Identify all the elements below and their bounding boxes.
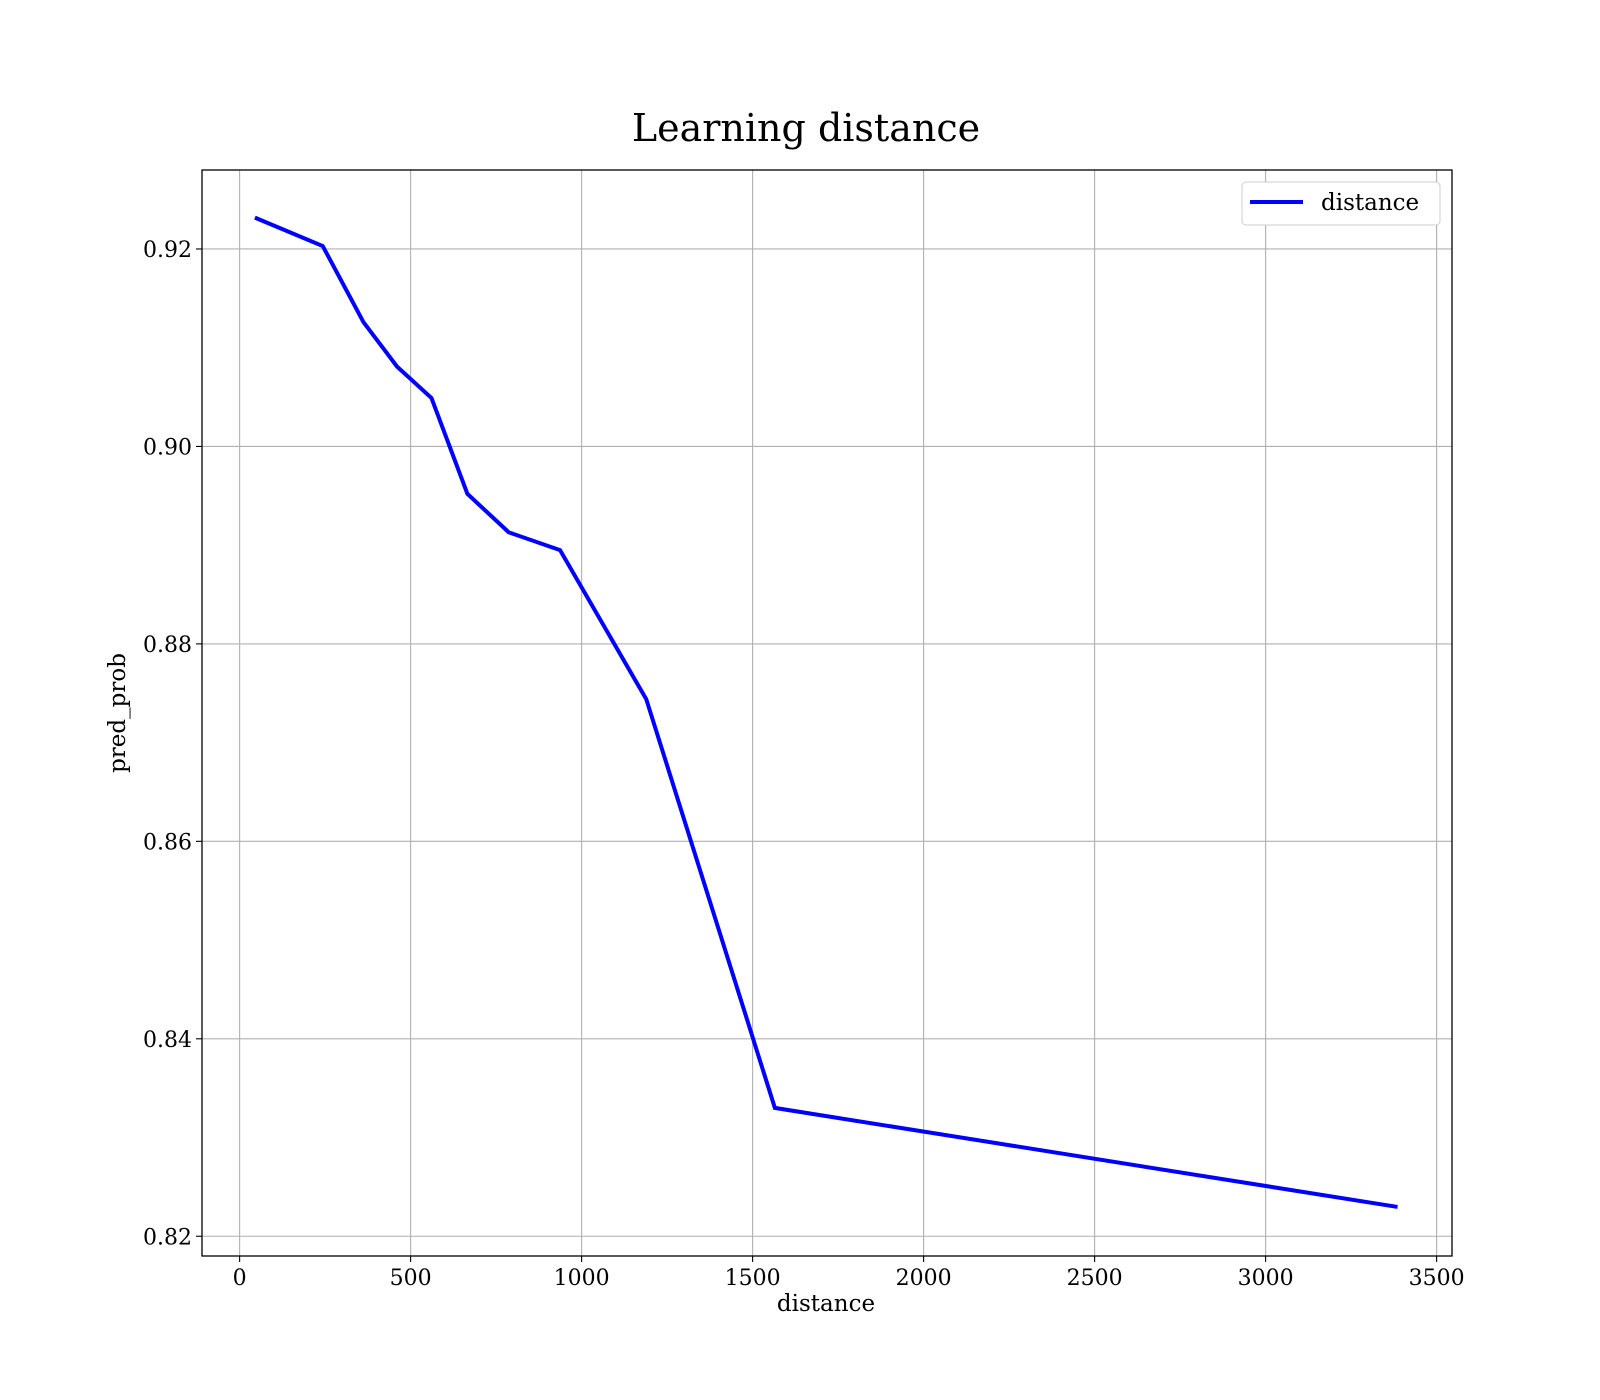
y-tick-label: 0.84: [143, 1028, 192, 1053]
series-line-distance: [254, 215, 1398, 1209]
x-tick-label: 2000: [896, 1266, 952, 1291]
y-tick-label: 0.90: [143, 435, 192, 460]
plot-frame: [201, 169, 1453, 1257]
x-tick-label: 3500: [1409, 1266, 1465, 1291]
legend: distance: [1241, 181, 1441, 226]
x-tick-label: 1000: [554, 1266, 610, 1291]
y-tick-label: 0.88: [143, 633, 192, 658]
chart-title: Learning distance: [632, 106, 980, 150]
series-layer: [254, 215, 1398, 1209]
y-axis-label: pred_prob: [105, 653, 131, 773]
y-tick-label: 0.86: [143, 830, 192, 855]
x-axis-label: distance: [777, 1291, 875, 1317]
x-tick-label: 1500: [725, 1266, 781, 1291]
x-tick-label: 0: [233, 1266, 247, 1291]
grid: [202, 170, 1452, 1256]
x-tick-label: 500: [390, 1266, 432, 1291]
legend-label-distance: distance: [1321, 190, 1419, 216]
legend-box: [1241, 181, 1441, 226]
x-tick-label: 3000: [1238, 1266, 1294, 1291]
ticks: 0 500 1000 1500 2000 2500 3000 3500 0.82 0.84 0.86…: [143, 238, 1465, 1291]
y-tick-label: 0.82: [143, 1225, 192, 1250]
y-tick-label: 0.92: [143, 238, 192, 263]
x-tick-label: 2500: [1067, 1266, 1123, 1291]
